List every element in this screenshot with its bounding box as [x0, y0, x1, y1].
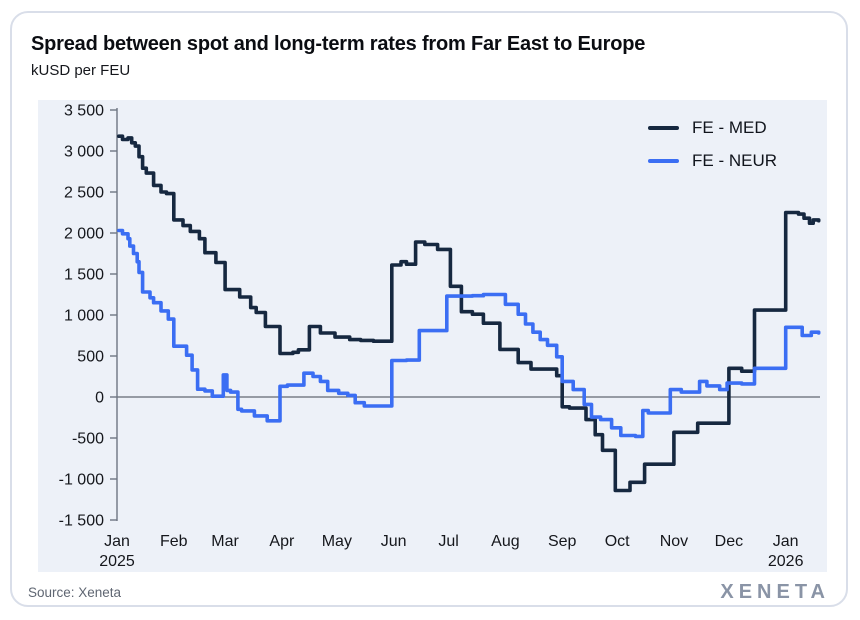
x-tick-label: Jan [104, 533, 130, 550]
y-tick-label: 3 000 [64, 144, 104, 161]
x-tick-label: Jun [381, 533, 407, 550]
y-tick-label: 2 500 [64, 185, 104, 202]
x-tick-label: Oct [605, 533, 630, 550]
x-tick-sublabel: 2026 [768, 553, 804, 570]
y-tick-label: 1 500 [64, 267, 104, 284]
fe-med-line-swatch [648, 126, 679, 130]
legend-item-fe-neur[interactable]: FE - NEUR [648, 149, 777, 173]
legend-item-fe-med[interactable]: FE - MED [648, 116, 777, 140]
chart-subtitle: kUSD per FEU [31, 62, 131, 79]
y-tick-label: -1 000 [59, 472, 104, 489]
fe-neur-line-swatch [648, 159, 679, 163]
x-tick-label: Sep [548, 533, 577, 550]
series-line-fe-neur [117, 228, 821, 439]
x-tick-label: Jul [438, 533, 458, 550]
series-line-fe-med [117, 134, 821, 493]
x-tick-label: Aug [491, 533, 519, 550]
legend-label-fe-neur: FE - NEUR [692, 151, 777, 170]
y-tick-label: 3 500 [64, 103, 104, 120]
y-tick-label: -1 500 [59, 513, 104, 530]
y-tick-label: 0 [95, 390, 104, 407]
x-tick-label: Jan [773, 533, 799, 550]
chart-svg: 3 500 3 000 2 500 2 000 1 500 1 000 500 0 -500 -1… [59, 103, 821, 570]
legend-label-fe-med: FE - MED [692, 118, 767, 137]
y-tick-label: -500 [72, 431, 104, 448]
x-tick-label: Dec [715, 533, 743, 550]
y-tick-label: 2 000 [64, 226, 104, 243]
x-tick-label: Nov [660, 533, 688, 550]
source-note: Source: Xeneta [28, 585, 122, 600]
chart-legend: FE - MED FE - NEUR [648, 116, 777, 173]
xeneta-logo: XENETA [720, 581, 830, 603]
y-tick-label: 1 000 [64, 308, 104, 325]
y-tick-label: 500 [77, 349, 104, 366]
page-title: Spread between spot and long-term rates … [31, 33, 646, 55]
chart-card: Spread between spot and long-term rates … [10, 11, 848, 607]
x-tick-label: Mar [211, 533, 239, 550]
x-tick-label: Feb [160, 533, 188, 550]
plot-area: 3 500 3 000 2 500 2 000 1 500 1 000 500 0 -500 -1… [38, 100, 827, 572]
x-tick-label: Apr [269, 533, 295, 550]
x-tick-sublabel: 2025 [99, 553, 135, 570]
x-tick-label: May [322, 533, 352, 550]
